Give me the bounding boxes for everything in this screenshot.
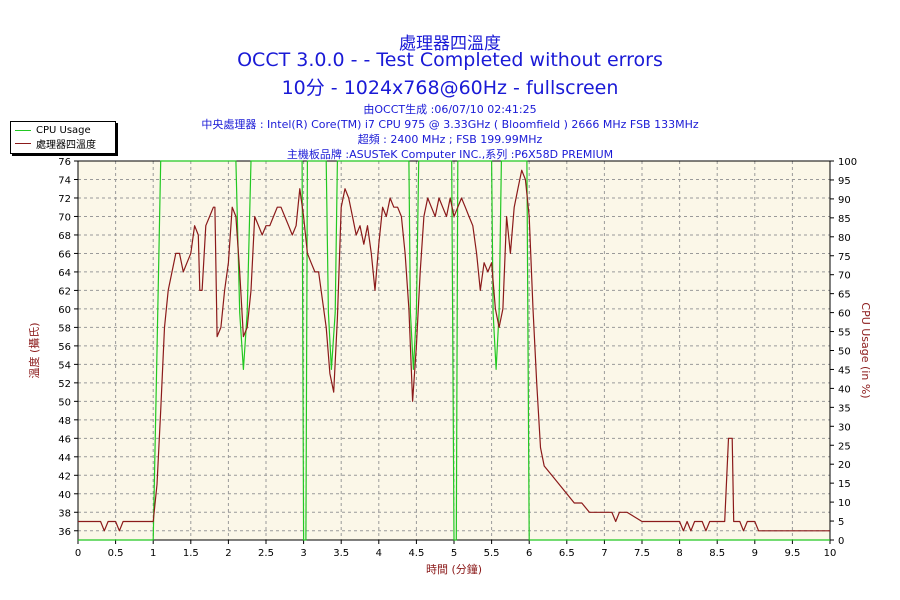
x-tick-label: 6	[526, 548, 532, 559]
y-right-tick-label: 15	[838, 479, 851, 490]
y-left-tick-label: 50	[58, 397, 71, 408]
chart-title-line1: 處理器四溫度	[399, 34, 501, 54]
y-left-tick-label: 74	[58, 175, 71, 186]
y-left-tick-label: 68	[58, 231, 71, 242]
y-left-tick-label: 76	[58, 157, 71, 168]
y-right-tick-label: 95	[838, 176, 851, 187]
info-line: 由OCCT生成 :06/07/10 02:41:25	[363, 103, 537, 116]
series-line-cpu-usage	[78, 160, 830, 541]
legend-swatch-cpu-usage	[15, 130, 31, 131]
legend-item-temperature: 處理器四溫度	[15, 137, 96, 151]
x-tick-label: 8.5	[709, 548, 725, 559]
info-line: 主機板品牌 :ASUSTeK Computer INC.,系列 :P6X58D …	[286, 148, 614, 161]
legend-label-cpu-usage: CPU Usage	[36, 125, 91, 136]
x-tick-label: 7.5	[634, 548, 650, 559]
y-right-tick-label: 75	[838, 252, 851, 263]
x-tick-label: 5.5	[484, 548, 500, 559]
y-right-tick-label: 10	[838, 498, 851, 509]
y-left-tick-label: 58	[58, 323, 71, 334]
y-left-tick-label: 56	[58, 342, 71, 353]
y-right-tick-label: 25	[838, 441, 851, 452]
y-right-tick-label: 0	[838, 536, 844, 547]
y-right-tick-label: 30	[838, 422, 851, 433]
x-tick-label: 4	[376, 548, 382, 559]
y-right-axis-title: CPU Usage (in %)	[859, 302, 872, 398]
y-right-tick-label: 70	[838, 271, 851, 282]
y-left-tick-label: 52	[58, 379, 71, 390]
y-left-tick-label: 42	[58, 471, 71, 482]
y-right-tick-label: 20	[838, 460, 851, 471]
y-right-tick-label: 85	[838, 214, 851, 225]
y-right-tick-label: 45	[838, 365, 851, 376]
x-tick-label: 6.5	[559, 548, 575, 559]
y-right-tick-label: 100	[838, 157, 857, 168]
x-tick-label: 0	[75, 548, 81, 559]
legend-item-cpu-usage: CPU Usage	[15, 124, 91, 137]
legend-swatch-temperature	[15, 143, 31, 144]
x-tick-label: 7	[601, 548, 607, 559]
y-left-axis-title: 溫度 (攝氏)	[27, 322, 41, 378]
y-right-tick-label: 5	[838, 517, 844, 528]
info-line: 超頻 : 2400 MHz ; FSB 199.99MHz	[357, 133, 543, 146]
x-tick-label: 3.5	[333, 548, 349, 559]
x-tick-label: 9.5	[784, 548, 800, 559]
y-left-tick-label: 72	[58, 194, 71, 205]
y-left-tick-label: 54	[58, 360, 71, 371]
x-tick-label: 10	[824, 548, 837, 559]
y-left-tick-label: 38	[58, 508, 71, 519]
x-tick-label: 1	[150, 548, 156, 559]
legend-label-temperature: 處理器四溫度	[36, 140, 96, 151]
y-right-tick-label: 50	[838, 347, 851, 358]
x-tick-label: 4.5	[408, 548, 424, 559]
y-left-tick-label: 44	[58, 453, 71, 464]
x-tick-label: 8	[676, 548, 682, 559]
x-tick-label: 3	[300, 548, 306, 559]
x-tick-label: 2.5	[258, 548, 274, 559]
y-left-tick-label: 62	[58, 286, 71, 297]
x-tick-label: 1.5	[183, 548, 199, 559]
x-tick-label: 2	[225, 548, 231, 559]
y-left-tick-label: 40	[58, 490, 71, 501]
chart-title-line3: 10分 - 1024x768@60Hz - fullscreen	[281, 77, 619, 99]
y-right-tick-label: 90	[838, 195, 851, 206]
y-right-tick-label: 40	[838, 384, 851, 395]
chart-legend: CPU Usage 處理器四溫度	[10, 121, 116, 154]
chart-title-line2: OCCT 3.0.0 - - Test Completed without er…	[237, 49, 663, 71]
y-left-tick-label: 70	[58, 212, 71, 223]
info-line: 中央處理器 : Intel(R) Core(TM) i7 CPU 975 @ 3…	[201, 118, 699, 131]
y-right-tick-label: 80	[838, 233, 851, 244]
y-right-tick-label: 65	[838, 290, 851, 301]
x-axis-title: 時間 (分鐘)	[426, 562, 482, 576]
y-right-tick-label: 55	[838, 328, 851, 339]
y-left-tick-label: 66	[58, 249, 71, 260]
x-tick-label: 0.5	[108, 548, 124, 559]
y-left-tick-label: 60	[58, 305, 71, 316]
y-right-tick-label: 35	[838, 403, 851, 414]
y-right-tick-label: 60	[838, 309, 851, 320]
series-line-temperature	[78, 169, 830, 532]
y-left-tick-label: 48	[58, 416, 71, 427]
y-left-tick-label: 36	[58, 527, 71, 538]
system-info: 由OCCT生成 :06/07/10 02:41:25 中央處理器 : Intel…	[0, 102, 900, 162]
y-left-tick-label: 46	[58, 434, 71, 445]
y-left-tick-label: 64	[58, 268, 71, 279]
x-tick-label: 5	[451, 548, 457, 559]
x-tick-label: 9	[752, 548, 758, 559]
